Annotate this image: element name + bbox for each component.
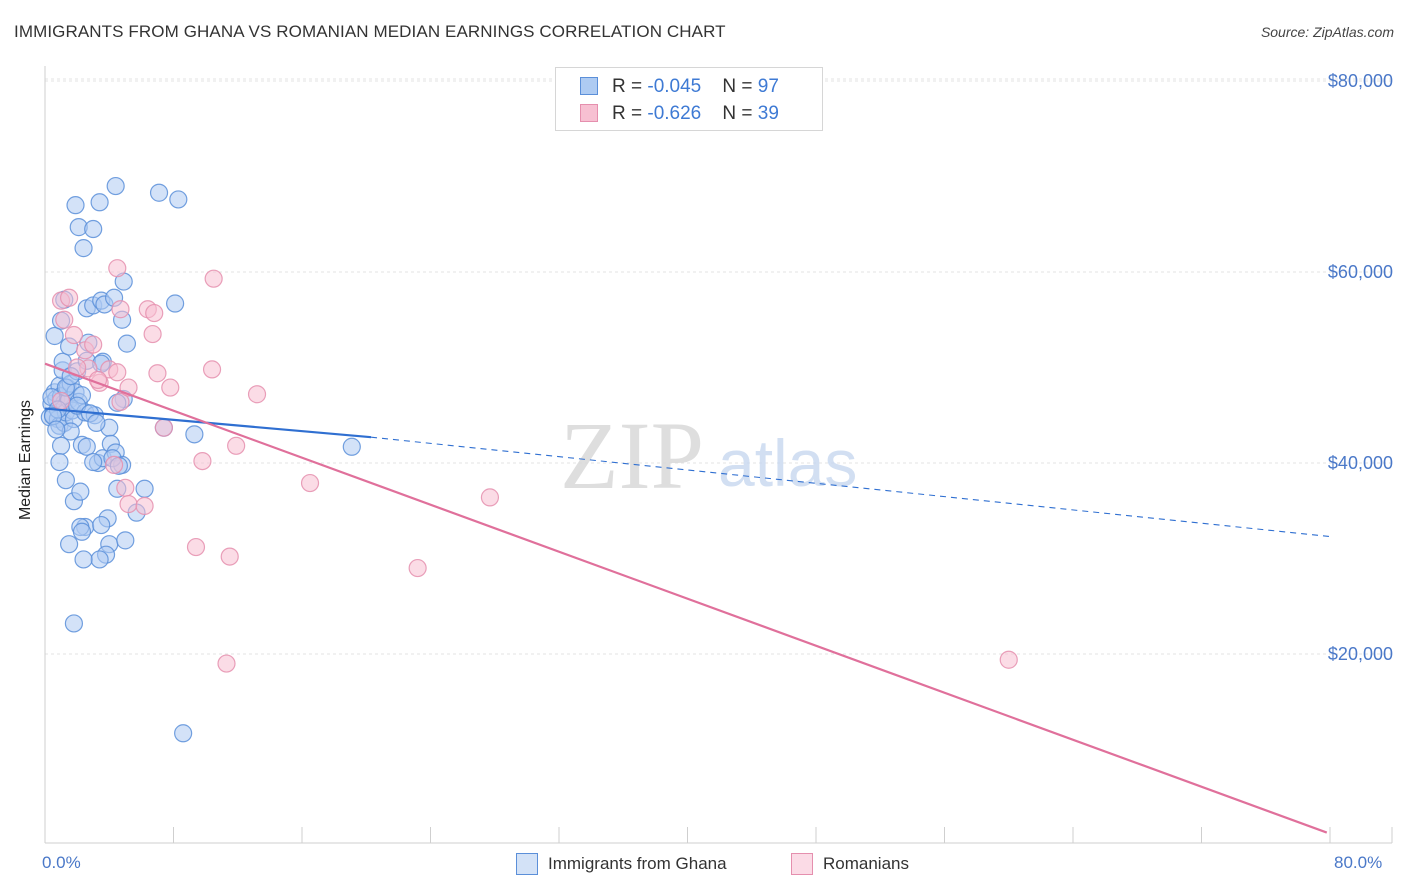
ghana-point [59,535,79,554]
ghana-point [166,294,185,313]
ghana-point [71,482,90,501]
y-tick-label: $20,000 [1328,644,1393,664]
romanian-point [161,378,180,397]
ghana-swatch [580,77,598,95]
romanian-point [999,650,1018,669]
ghana-point [47,420,66,439]
romanian-point [480,488,500,507]
romanian-point [119,494,138,514]
y-tick-labels: $20,000 $40,000 $60,000 $80,000 [1328,71,1393,664]
x-tick-right: 80.0% [1334,853,1383,872]
ghana-point [116,531,135,550]
r-value: -0.626 [647,103,702,124]
x-tick-left: 0.0% [42,853,81,872]
romanian-point [186,537,206,557]
romanian-point [116,478,135,497]
ghana-trend-extension [371,436,1331,538]
romanian-point [217,654,236,673]
y-tick-label: $60,000 [1328,262,1393,282]
ghana-point [50,452,69,472]
ghana-point [84,219,103,239]
romanian-point [220,547,239,566]
source-label: Source: ZipAtlas.com [1260,24,1394,40]
gridlines [45,78,1392,655]
ghana-point [56,471,75,490]
axes [44,66,1393,844]
n-value: 97 [757,76,779,97]
watermark-atlas: atlas [718,426,857,500]
romanian-point [59,288,79,307]
data-points [40,176,1018,743]
romanian-point [227,436,246,455]
ghana-point [77,437,96,456]
romanians-legend-swatch [791,853,813,875]
n-label: N = [722,76,758,97]
romanian-point [51,391,71,411]
watermark: ZIP atlas [560,402,857,509]
romanian-point [143,324,162,344]
ghana-point [74,239,93,258]
ghana-point [342,437,361,456]
ghana-point [64,614,84,633]
romanian-point [204,269,223,288]
romanian-point [108,259,127,278]
n-label: N = [722,103,758,124]
romanian-point [104,455,124,475]
chart-title: IMMIGRANTS FROM GHANA VS ROMANIAN MEDIAN… [14,22,726,41]
romanian-point [154,418,173,437]
y-tick-label: $40,000 [1328,453,1393,473]
ghana-point [90,193,109,212]
ghana-legend-swatch [516,853,538,875]
romanian-point [84,335,103,354]
romanian-point [300,473,320,493]
romanian-point [64,325,84,345]
r-value: -0.045 [647,76,702,97]
ghana-point [84,452,103,472]
ghana-point [117,334,137,353]
romanian-point [111,300,130,319]
ghana-point [135,479,154,498]
legend-label: Romanians [823,854,909,873]
romanian-point [148,364,167,383]
romanian-point [193,451,212,471]
stats-legend: R = -0.045 N = 97 R = -0.626 N = 39 [555,67,823,131]
ghana-point [106,176,125,196]
ghana-point [66,196,85,215]
legend-label: Immigrants from Ghana [548,854,727,873]
r-label: R = [612,103,648,124]
y-tick-label: $80,000 [1328,71,1393,91]
romanian-point [145,303,164,323]
ghana-point [72,522,92,541]
romanian-point [55,310,74,329]
romanian-point [111,392,130,411]
ghana-point [174,724,193,743]
ghana-point [185,425,204,444]
romanians-swatch [580,104,598,122]
romanian-point [108,363,127,382]
romanian-point [247,385,267,404]
romanian-point [202,360,222,379]
ghana-point [149,183,169,202]
n-value: 39 [757,103,779,124]
watermark-zip: ZIP [560,402,704,509]
ghana-point [87,413,106,432]
ghana-point [45,326,64,346]
ghana-point [92,515,111,535]
ghana-point [51,436,71,455]
trend-lines [44,362,1331,834]
ghana-point [90,550,109,569]
ghana-point [74,550,93,569]
romanian-trend-line [44,362,1328,834]
r-label: R = [612,76,648,97]
romanian-point [408,558,427,578]
romanian-point [135,496,154,516]
ghana-point [169,190,188,209]
